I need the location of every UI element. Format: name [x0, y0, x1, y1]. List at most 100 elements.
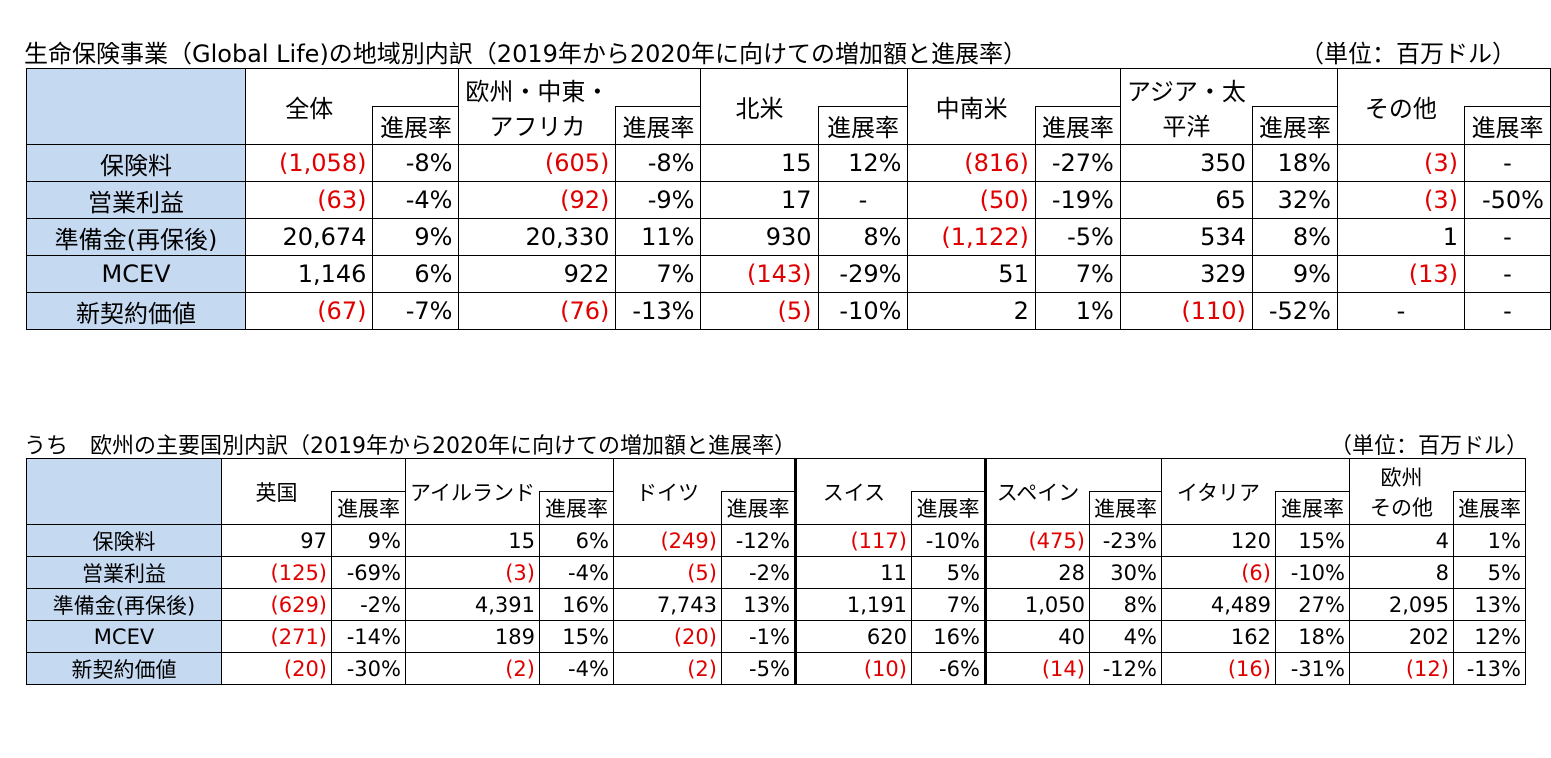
rate-header: 進展率 — [1452, 491, 1526, 525]
group-header: イタリア — [1160, 458, 1276, 525]
group-header: 北米 — [700, 68, 819, 145]
value-cell: 11 — [793, 556, 912, 589]
group-header-line: その他 — [1369, 495, 1433, 520]
value-cell: 17 — [700, 181, 819, 219]
rate-header-top — [1035, 68, 1121, 107]
row-label: 保険料 — [26, 524, 222, 557]
rate-cell: -31% — [1274, 652, 1350, 685]
value-cell: (110) — [1119, 292, 1253, 330]
value-cell: 40 — [984, 620, 1090, 653]
value-cell: (605) — [458, 144, 617, 182]
header-row: 英国 アイルランド ドイツ スイス スペイン イタリア 欧州 その他 — [26, 458, 1526, 525]
rate-cell: 8% — [817, 218, 909, 256]
value-cell: 1 — [1336, 218, 1465, 256]
rate-cell: 8% — [1088, 588, 1162, 621]
value-cell: 202 — [1348, 620, 1454, 653]
rate-cell: -30% — [331, 652, 406, 685]
header-row: 全体 欧州・中東・ アフリカ 北米 中南米 アジア・太 平洋 その他 — [25, 68, 1551, 145]
value-cell: 97 — [221, 524, 332, 557]
value-cell: (2) — [612, 652, 722, 685]
group-header: 欧州・中東・ アフリカ — [458, 68, 616, 145]
table-row: MCEV 1,146 6% 922 7% (143) -29% 51 7% 329 9% (13) - — [25, 255, 1551, 293]
value-cell: 4 — [1348, 524, 1454, 557]
row-label: MCEV — [26, 620, 222, 653]
table-row: 新契約価値 (20) -30% (2) -4% (2) -5% (10) -6% (14) -12%… — [26, 652, 1526, 685]
rate-cell: 12% — [1452, 620, 1526, 653]
group-header-line: 全体 — [285, 95, 334, 123]
rate-header: 進展率 — [615, 106, 702, 145]
row-label: 営業利益 — [26, 556, 222, 589]
rate-cell: -12% — [1088, 652, 1162, 685]
table-row: 営業利益 (125) -69% (3) -4% (5) -2% 11 5% 28 30% (6) -10… — [26, 556, 1526, 589]
rate-header: 進展率 — [1274, 491, 1350, 525]
value-cell: 1,191 — [793, 588, 912, 621]
value-cell: (92) — [458, 181, 617, 219]
value-cell: (5) — [612, 556, 722, 589]
rate-cell: 32% — [1251, 181, 1338, 219]
rate-cell: 18% — [1251, 144, 1338, 182]
value-cell: 2 — [907, 292, 1036, 330]
value-cell: (1,058) — [245, 144, 374, 182]
value-cell: (67) — [245, 292, 374, 330]
rate-cell: -13% — [615, 292, 702, 330]
value-cell: (12) — [1348, 652, 1454, 685]
rate-header: 進展率 — [331, 491, 406, 525]
rate-header-top — [331, 458, 406, 492]
value-cell: 15 — [700, 144, 819, 182]
value-cell: 329 — [1119, 255, 1253, 293]
value-cell: (125) — [221, 556, 332, 589]
table-row: 準備金(再保後) 20,674 9% 20,330 11% 930 8% (1,122) -5%… — [25, 218, 1551, 256]
row-label: 新契約価値 — [26, 652, 222, 685]
row-label: MCEV — [25, 255, 247, 293]
rate-cell: 7% — [910, 588, 987, 621]
table-row: 営業利益 (63) -4% (92) -9% 17- (50) -19% 65 32% (3) -50… — [25, 181, 1551, 219]
value-cell: (1,122) — [907, 218, 1036, 256]
table-row: 新契約価値 (67) -7% (76) -13% (5) -10% 2 1% (110) -52% -… — [25, 292, 1551, 330]
rate-cell: -10% — [1274, 556, 1350, 589]
rate-cell: 12% — [817, 144, 909, 182]
rate-cell: -9% — [615, 181, 702, 219]
rate-cell: 8% — [1251, 218, 1338, 256]
rate-cell: -52% — [1251, 292, 1338, 330]
rate-cell: 16% — [538, 588, 614, 621]
rate-header-top — [1464, 68, 1551, 107]
corner-cell — [25, 68, 247, 145]
group-header: 中南米 — [907, 68, 1036, 145]
value-cell: 20,330 — [458, 218, 617, 256]
value-cell: (3) — [1336, 181, 1465, 219]
corner-cell — [26, 458, 222, 525]
rate-header-top — [372, 68, 460, 107]
value-cell: (13) — [1336, 255, 1465, 293]
value-cell: (5) — [700, 292, 819, 330]
group-header: その他 — [1336, 68, 1465, 145]
value-cell: (16) — [1160, 652, 1276, 685]
rate-header: 進展率 — [720, 491, 796, 525]
group-header: アジア・太 平洋 — [1119, 68, 1253, 145]
table-row: MCEV (271) -14% 189 15% (20) -1% 620 16% 40 4% 162 1… — [26, 620, 1526, 653]
rate-cell: 1% — [1034, 292, 1121, 330]
rate-cell: 5% — [1452, 556, 1526, 589]
rate-cell: -4% — [372, 181, 460, 219]
rate-header: 進展率 — [817, 106, 909, 145]
rate-cell: 9% — [331, 524, 406, 557]
value-cell: (76) — [458, 292, 617, 330]
group-header-line: アジア・太 — [1126, 77, 1246, 106]
rate-cell: 7% — [1034, 255, 1121, 293]
rate-cell: -1% — [720, 620, 796, 653]
rate-cell: 6% — [372, 255, 460, 293]
value-cell: (6) — [1160, 556, 1276, 589]
value-cell: (10) — [793, 652, 912, 685]
group-header-line: アイルランド — [410, 480, 535, 505]
group-header-line: イタリア — [1176, 480, 1261, 505]
value-cell: 534 — [1119, 218, 1253, 256]
table-row: 保険料 97 9% 15 6% (249) -12% (117) -10% (475) -23% 12… — [26, 524, 1526, 557]
rate-cell: 16% — [910, 620, 987, 653]
value-cell: (629) — [221, 588, 332, 621]
group-header: 欧州 その他 — [1348, 458, 1454, 525]
rate-header-top — [818, 68, 909, 107]
rate-cell: 11% — [615, 218, 702, 256]
value-cell: (117) — [793, 524, 912, 557]
value-cell: 922 — [458, 255, 617, 293]
rate-cell: -4% — [538, 652, 614, 685]
group-header-line: 北米 — [735, 95, 784, 123]
